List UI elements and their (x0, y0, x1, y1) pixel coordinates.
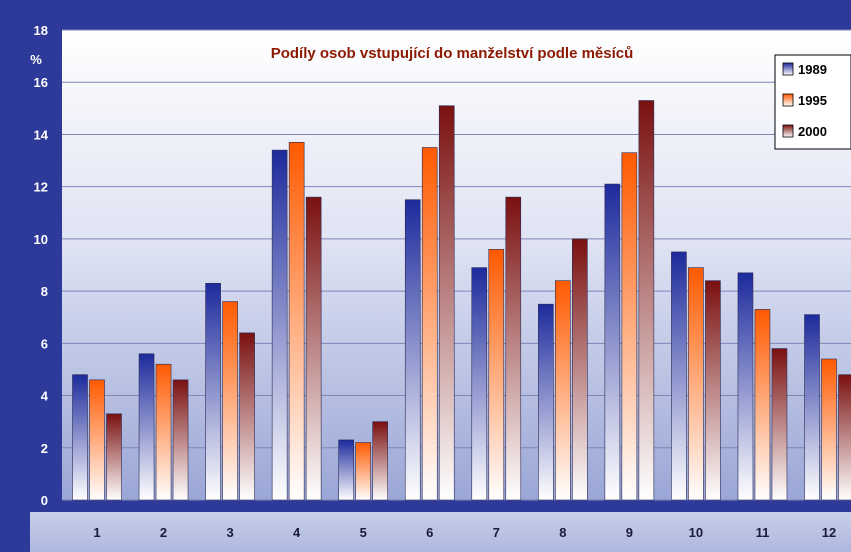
bar-2000-7 (505, 196, 522, 501)
y-tick-label: 0 (41, 493, 48, 508)
legend-swatch (782, 124, 794, 138)
bar-1989-12 (804, 314, 820, 501)
bar-2000-1 (106, 413, 122, 501)
bar-1995-6 (421, 147, 438, 501)
bar-1995-8 (555, 280, 571, 501)
bar-2000-3 (239, 332, 255, 501)
bar-1989-8 (538, 303, 554, 501)
x-category-label: 5 (360, 525, 367, 540)
x-category-label: 3 (226, 525, 233, 540)
bar-1995-9 (621, 152, 638, 501)
x-category-label: 6 (426, 525, 433, 540)
bar-1989-3 (205, 282, 221, 501)
bar-1995-1 (89, 379, 105, 501)
y-tick-label: 14 (34, 127, 49, 142)
y-tick-label: 2 (41, 441, 48, 456)
y-tick-label: 18 (34, 23, 48, 38)
bar-1995-2 (155, 363, 172, 501)
bar-2000-6 (438, 105, 455, 501)
bar-1989-7 (471, 267, 488, 501)
legend-swatch (782, 62, 794, 76)
legend-label: 2000 (798, 124, 827, 139)
y-tick-label: 4 (41, 389, 49, 404)
y-axis-ticks: 0 2 4 6 8 10 12 14 16 18 (34, 23, 49, 508)
bar-1995-10 (688, 267, 704, 501)
category-axis-band (30, 512, 851, 552)
x-category-label: 8 (559, 525, 566, 540)
bar-2000-2 (172, 379, 189, 501)
y-tick-label: 12 (34, 180, 48, 195)
bar-1995-11 (754, 309, 771, 501)
legend-swatch (782, 93, 794, 107)
chart-title: Podíly osob vstupující do manželství pod… (271, 45, 634, 62)
bar-2000-9 (638, 100, 655, 501)
bar-2000-12 (838, 374, 851, 501)
bar-1995-12 (821, 358, 837, 501)
y-tick-label: 10 (34, 232, 48, 247)
bar-1989-6 (404, 199, 421, 501)
bar-1989-5 (338, 439, 354, 501)
bar-1995-7 (488, 249, 505, 501)
x-category-label: 11 (756, 525, 770, 540)
bar-1995-3 (222, 301, 238, 501)
bar-2000-4 (305, 196, 322, 501)
y-tick-label: 6 (41, 336, 48, 351)
y-tick-label: 8 (41, 284, 48, 299)
legend-label: 1995 (798, 93, 827, 108)
bar-1989-9 (604, 183, 621, 501)
x-category-label: 1 (93, 525, 100, 540)
bar-1995-4 (288, 141, 305, 501)
bar-1989-10 (671, 251, 687, 501)
x-category-label: 9 (626, 525, 633, 540)
x-category-label: 12 (822, 525, 836, 540)
x-category-label: 10 (689, 525, 703, 540)
bar-1989-11 (737, 272, 754, 501)
bars (72, 100, 851, 501)
bar-2000-11 (771, 348, 788, 501)
bar-1989-4 (271, 149, 288, 501)
x-category-label: 4 (293, 525, 301, 540)
bar-2000-8 (572, 238, 588, 501)
y-axis-label: % (30, 52, 42, 67)
bar-1989-1 (72, 374, 88, 501)
legend: 1989 1995 2000 (774, 54, 851, 150)
x-category-label: 2 (160, 525, 167, 540)
bar-2000-5 (372, 421, 388, 501)
bar-2000-10 (705, 280, 721, 501)
x-axis-categories: 1 2 3 4 5 6 7 8 9 10 11 12 (93, 525, 836, 540)
y-tick-label: 16 (34, 75, 48, 90)
x-category-label: 7 (493, 525, 500, 540)
legend-label: 1989 (798, 62, 827, 77)
bar-1995-5 (355, 442, 371, 501)
bar-1989-2 (138, 353, 155, 501)
